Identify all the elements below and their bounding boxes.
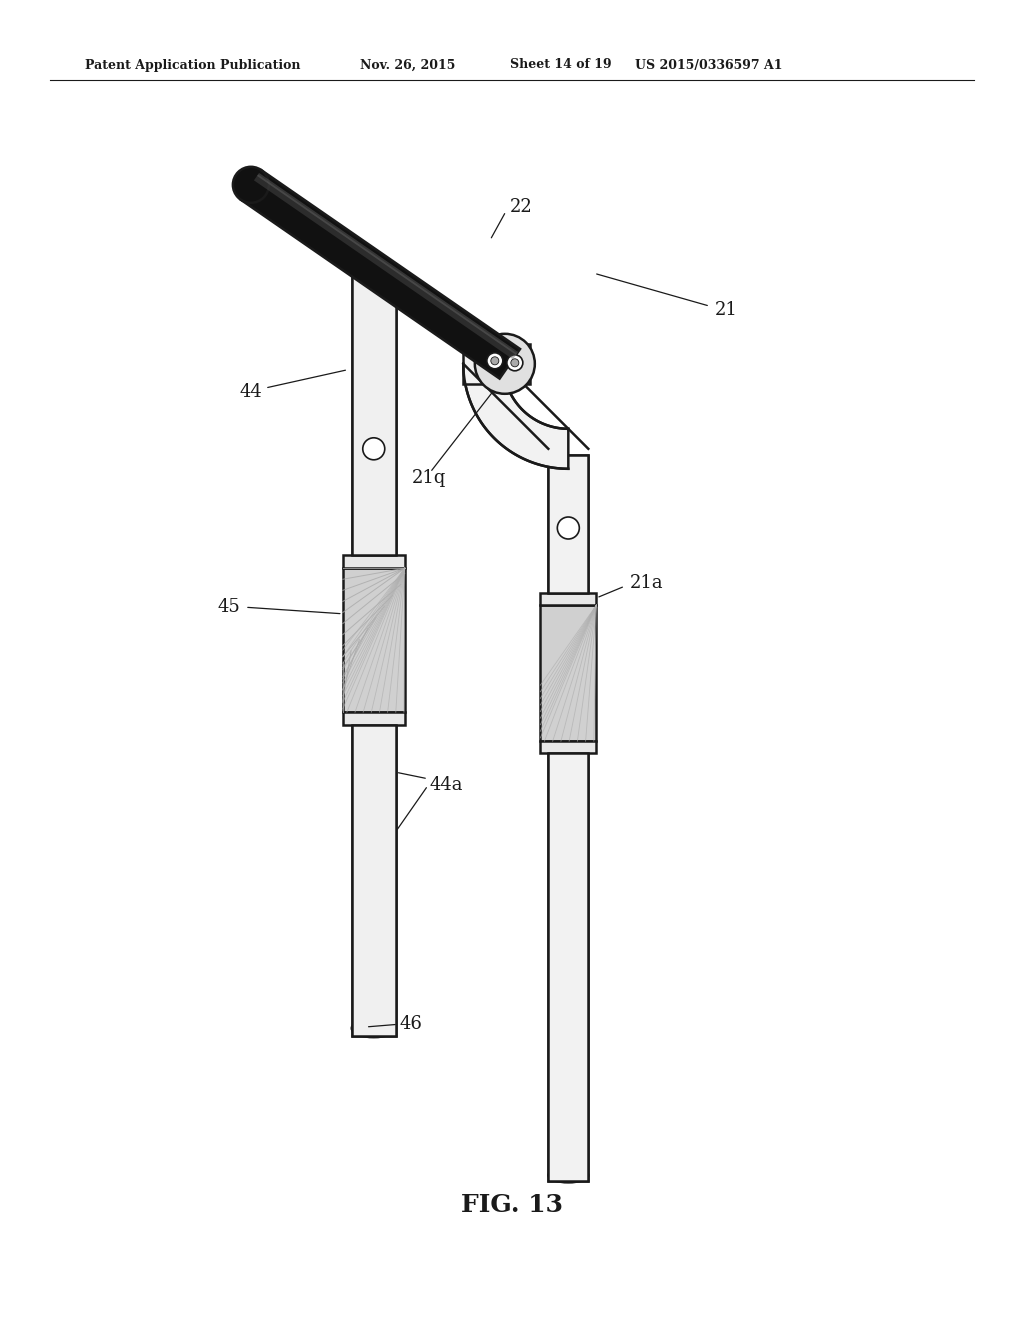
Circle shape [475, 334, 535, 393]
Polygon shape [254, 174, 517, 359]
Bar [541, 593, 596, 605]
Polygon shape [241, 170, 520, 379]
Bar [541, 605, 596, 742]
Circle shape [354, 1022, 365, 1031]
Text: 44: 44 [240, 383, 263, 401]
Circle shape [507, 355, 523, 371]
Bar [352, 271, 395, 556]
Circle shape [362, 946, 385, 968]
Text: 21a: 21a [630, 574, 664, 593]
Circle shape [557, 1026, 580, 1047]
Bar [548, 455, 589, 1181]
Bar [463, 343, 529, 384]
Circle shape [557, 768, 580, 789]
Text: Nov. 26, 2015: Nov. 26, 2015 [360, 58, 456, 71]
Circle shape [362, 511, 385, 532]
Ellipse shape [352, 1019, 395, 1038]
Circle shape [564, 1168, 574, 1179]
Circle shape [362, 880, 385, 902]
Bar [352, 271, 395, 1036]
Circle shape [486, 352, 503, 368]
Circle shape [557, 517, 580, 539]
Text: FIG. 13: FIG. 13 [461, 1193, 563, 1217]
Text: 44a: 44a [430, 776, 464, 795]
Polygon shape [257, 173, 518, 355]
Text: Sheet 14 of 19: Sheet 14 of 19 [510, 58, 611, 71]
Circle shape [362, 438, 385, 459]
Circle shape [557, 907, 580, 928]
Bar [541, 742, 596, 754]
Text: Patent Application Publication: Patent Application Publication [85, 58, 300, 71]
Polygon shape [463, 364, 568, 469]
Circle shape [490, 356, 499, 364]
Circle shape [362, 762, 385, 783]
Circle shape [232, 166, 269, 203]
Text: 46: 46 [400, 1015, 423, 1034]
Circle shape [557, 550, 580, 572]
Text: 22: 22 [510, 198, 532, 216]
Text: 21: 21 [715, 301, 738, 319]
Text: US 2015/0336597 A1: US 2015/0336597 A1 [635, 58, 782, 71]
Bar [343, 556, 404, 568]
Circle shape [511, 359, 519, 367]
Bar [343, 713, 404, 725]
Bar [548, 455, 589, 593]
Bar [548, 754, 589, 1181]
Bar [352, 725, 395, 1036]
Circle shape [557, 1105, 580, 1126]
Bar [343, 568, 404, 713]
Text: 45: 45 [218, 598, 241, 616]
Circle shape [362, 821, 385, 842]
Text: 21q: 21q [412, 469, 446, 487]
Ellipse shape [548, 1168, 589, 1183]
